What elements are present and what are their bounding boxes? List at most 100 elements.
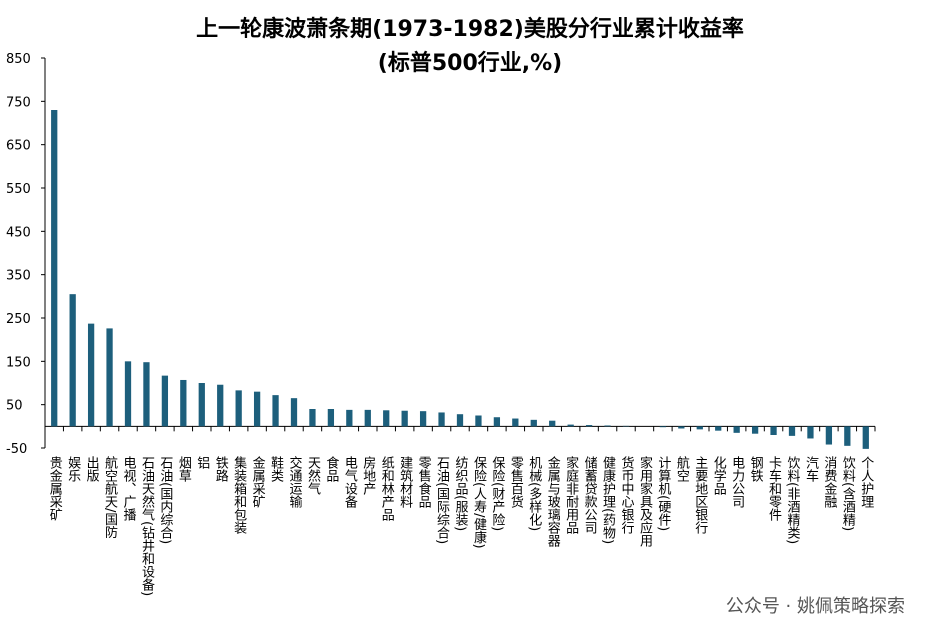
bar	[456, 414, 464, 427]
x-tick-label: 房地产	[360, 455, 376, 496]
x-tick-label: 天然气	[305, 456, 321, 495]
x-tick-label: 集装箱和包装	[231, 455, 247, 534]
bar	[198, 383, 205, 427]
x-tick-label: 建筑材料	[397, 456, 413, 508]
bar	[567, 424, 574, 427]
x-tick-label: 饮料(含酒精)	[840, 456, 856, 531]
bar	[309, 409, 316, 427]
chart-title: 上一轮康波萧条期(1973-1982)美股分行业累计收益率	[196, 16, 744, 42]
x-tick-label: 零售百货	[508, 456, 524, 508]
x-tick-label: 健康护理(药物)	[600, 456, 616, 544]
x-tick-label: 娱乐	[65, 456, 81, 482]
bar	[401, 410, 408, 427]
bar	[493, 417, 501, 427]
y-tick-label: 650	[6, 139, 31, 154]
x-tick-label: 主要地区银行	[692, 456, 708, 535]
x-tick-label: 饮料(非酒精类)	[785, 456, 801, 544]
y-tick-label: 250	[6, 312, 31, 327]
x-tick-label: 食品	[323, 455, 339, 482]
x-tick-label: 个人护理	[858, 456, 874, 508]
y-tick-label: 150	[6, 355, 31, 370]
x-tick-label: 电视、广播	[121, 456, 137, 521]
x-tick-label: 交通运输	[287, 455, 303, 508]
bar	[862, 426, 869, 449]
bar	[475, 415, 482, 427]
x-tick-label: 石油天然气(钻井和设备)	[139, 456, 155, 596]
bar	[235, 390, 242, 427]
x-tick-label: 保险(财产险)	[489, 456, 505, 531]
bar	[530, 419, 537, 427]
x-tick-label: 电气设备	[342, 456, 358, 509]
y-tick-label: 850	[6, 52, 31, 67]
watermark: 公众号 · 姚佩策略探索	[726, 596, 905, 617]
x-tick-label: 机械(多样化)	[526, 456, 542, 531]
bar	[272, 395, 279, 427]
bar	[383, 410, 390, 427]
bar	[733, 426, 740, 433]
bar	[161, 375, 169, 427]
x-tick-label: 金属与玻璃容器	[545, 455, 561, 548]
bar	[69, 294, 76, 427]
x-tick-label: 鞋类	[268, 455, 284, 482]
y-tick-label: 550	[6, 182, 31, 197]
bar	[87, 323, 95, 427]
x-tick-label: 金属采矿	[250, 455, 266, 508]
x-tick-label: 保险(人寿/健康)	[471, 456, 487, 549]
chart-subtitle: (标普500行业,%)	[378, 50, 562, 76]
bar	[364, 409, 371, 427]
x-tick-label: 储蓄贷款公司	[582, 456, 598, 534]
x-tick-label: 贵金属采矿	[47, 456, 63, 521]
y-tick-label: 50	[6, 399, 23, 414]
x-tick-label: 汽车	[803, 456, 819, 482]
bar	[604, 425, 611, 427]
bar	[825, 426, 833, 445]
bar	[419, 411, 427, 427]
bar	[715, 426, 722, 431]
x-tick-label: 卡车和零件	[766, 456, 782, 521]
bar	[678, 426, 685, 429]
bar	[327, 409, 335, 427]
bar	[788, 426, 796, 436]
x-tick-label: 货币中心银行	[619, 455, 635, 535]
bar	[290, 398, 298, 427]
bar	[346, 409, 353, 427]
x-tick-label: 出版	[84, 456, 100, 483]
x-tick-label: 航空	[674, 455, 690, 482]
bar	[253, 391, 261, 427]
x-tick-label: 烟草	[176, 456, 192, 482]
bar	[659, 426, 667, 428]
y-tick-label: 350	[6, 269, 31, 284]
bar	[696, 426, 703, 430]
x-tick-label: 化学品	[711, 456, 727, 495]
bar	[124, 361, 132, 427]
bar	[512, 418, 519, 427]
x-tick-label: 纺织品(服装)	[453, 456, 469, 531]
x-tick-label: 家用家具及应用	[637, 455, 653, 548]
bar	[807, 426, 814, 439]
bar	[143, 362, 150, 427]
y-tick-label: -50	[6, 442, 27, 457]
bar	[217, 384, 224, 427]
bar	[106, 328, 113, 427]
x-tick-label: 铝	[194, 456, 210, 469]
x-tick-label: 航空航天/国防	[102, 455, 118, 538]
x-tick-label: 消费金融	[821, 456, 837, 508]
x-tick-label: 电力公司	[729, 456, 745, 508]
bar	[770, 426, 777, 435]
bar	[549, 420, 556, 427]
x-tick-label: 家庭非耐用品	[563, 455, 579, 534]
x-tick-label: 纸和林产品	[379, 456, 395, 521]
bar	[844, 426, 851, 446]
bar	[585, 425, 593, 427]
y-tick-label: 750	[6, 95, 31, 110]
bar	[751, 426, 759, 434]
x-tick-label: 钢铁	[748, 456, 764, 482]
x-tick-label: 零售食品	[416, 456, 432, 508]
bar	[438, 412, 445, 427]
x-tick-label: 石油(国内综合)	[157, 456, 173, 544]
bar	[180, 379, 187, 427]
x-tick-label: 石油(国际综合)	[434, 456, 450, 544]
x-tick-label: 计算机(硬件)	[655, 456, 671, 531]
y-tick-label: 450	[6, 225, 31, 240]
